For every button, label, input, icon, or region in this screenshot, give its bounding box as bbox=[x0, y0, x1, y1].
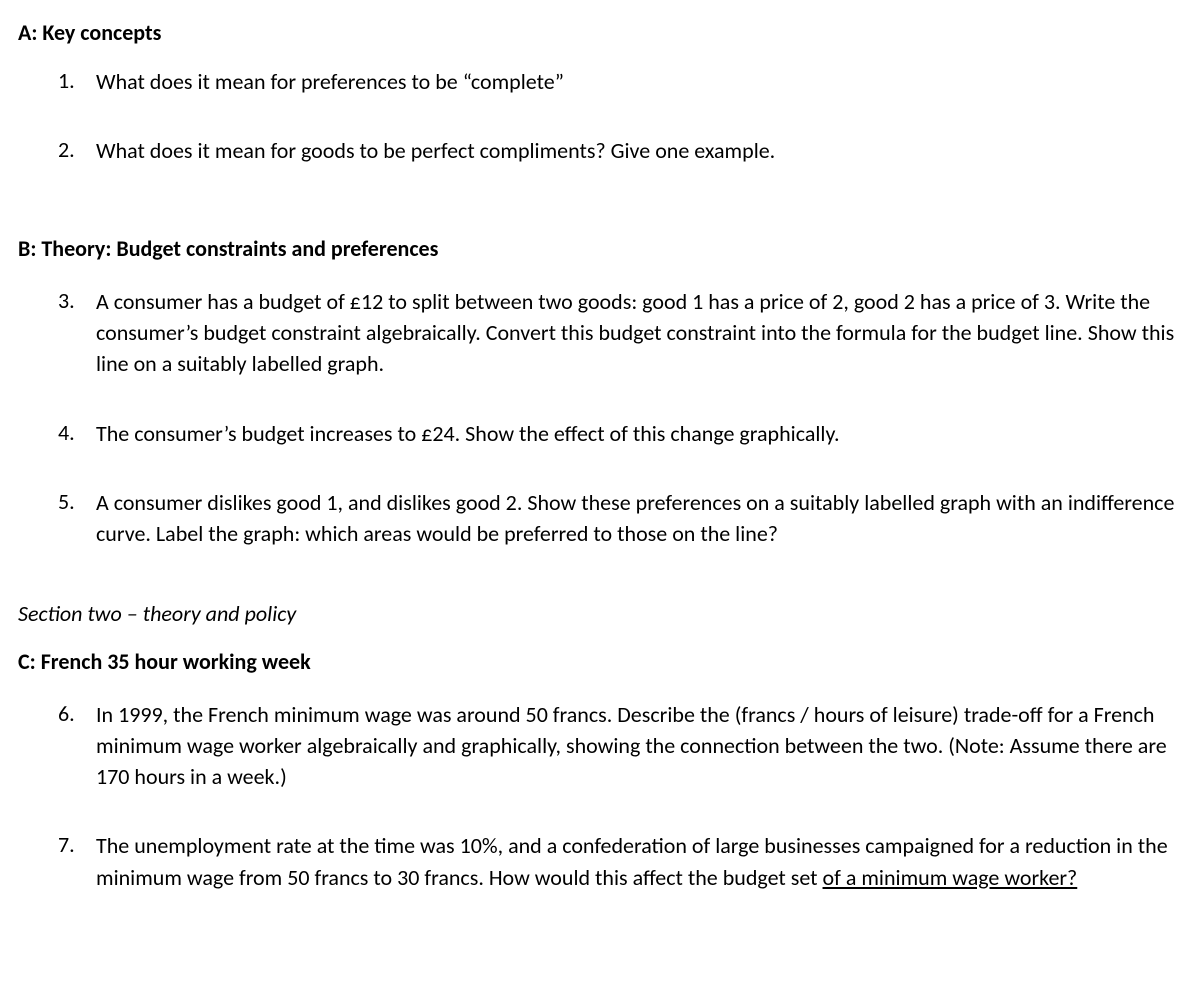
question-text: The unemployment rate at the time was 10… bbox=[96, 830, 1182, 892]
question-2: 2. What does it mean for goods to be per… bbox=[58, 135, 1182, 166]
section-two-subtitle: Section two – theory and policy bbox=[18, 599, 1182, 629]
question-text: A consumer dislikes good 1, and dislikes… bbox=[96, 487, 1182, 549]
question-7-cutoff: of a minimum wage worker? bbox=[823, 864, 1078, 891]
question-number: 4. bbox=[58, 418, 92, 449]
question-7: 7. The unemployment rate at the time was… bbox=[58, 830, 1182, 892]
section-c-list: 6. In 1999, the French minimum wage was … bbox=[58, 699, 1182, 893]
question-text: In 1999, the French minimum wage was aro… bbox=[96, 699, 1182, 793]
question-number: 3. bbox=[58, 286, 92, 380]
question-5: 5. A consumer dislikes good 1, and disli… bbox=[58, 487, 1182, 549]
section-a-heading: A: Key concepts bbox=[18, 18, 1182, 48]
section-a-list: 1. What does it mean for preferences to … bbox=[58, 66, 1182, 166]
question-4: 4. The consumer’s budget increases to £2… bbox=[58, 418, 1182, 449]
question-6: 6. In 1999, the French minimum wage was … bbox=[58, 699, 1182, 793]
section-b-list: 3. A consumer has a budget of £12 to spl… bbox=[58, 286, 1182, 549]
question-text: A consumer has a budget of £12 to split … bbox=[96, 286, 1182, 380]
question-number: 2. bbox=[58, 135, 92, 166]
question-number: 1. bbox=[58, 66, 92, 97]
question-3: 3. A consumer has a budget of £12 to spl… bbox=[58, 286, 1182, 380]
question-number: 7. bbox=[58, 830, 92, 892]
question-text: What does it mean for goods to be perfec… bbox=[96, 135, 1182, 166]
section-c-heading: C: French 35 hour working week bbox=[18, 647, 1182, 677]
question-text: What does it mean for preferences to be … bbox=[96, 66, 1182, 97]
section-b-heading: B: Theory: Budget constraints and prefer… bbox=[18, 234, 1182, 264]
question-1: 1. What does it mean for preferences to … bbox=[58, 66, 1182, 97]
question-number: 5. bbox=[58, 487, 92, 549]
question-number: 6. bbox=[58, 699, 92, 793]
question-text: The consumer’s budget increases to £24. … bbox=[96, 418, 1182, 449]
